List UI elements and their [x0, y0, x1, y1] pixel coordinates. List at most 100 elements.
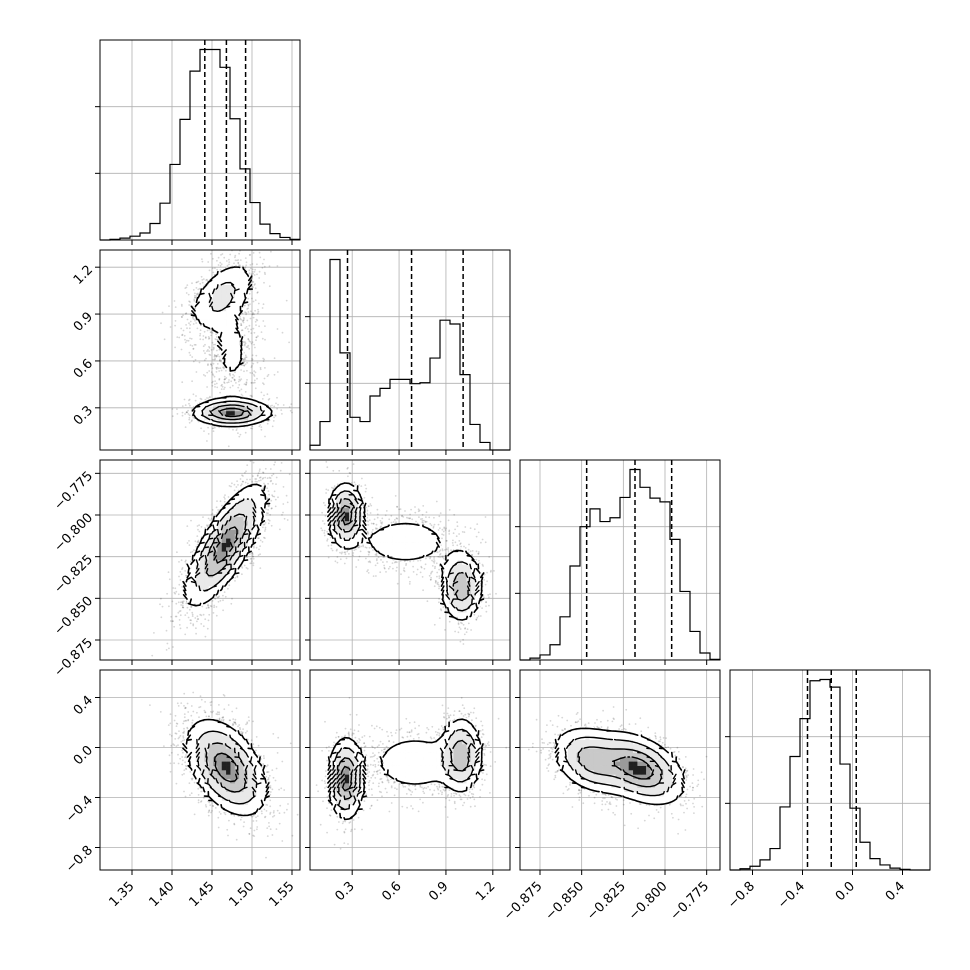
density-cell — [200, 560, 205, 565]
scatter-point — [195, 293, 198, 295]
scatter-point — [241, 474, 243, 477]
scatter-point — [198, 361, 201, 364]
scatter-point — [220, 360, 223, 363]
density-cell — [208, 525, 214, 530]
scatter-point — [202, 338, 205, 341]
density-cell — [234, 525, 240, 530]
scatter-point — [188, 421, 191, 424]
density-cell — [230, 267, 236, 273]
density-cell — [234, 397, 240, 403]
scatter-point — [178, 561, 180, 563]
density-cell — [247, 520, 253, 526]
scatter-point — [238, 264, 240, 267]
scatter-point — [254, 387, 257, 390]
scatter-point — [239, 259, 242, 261]
scatter-point — [223, 256, 226, 259]
scatter-point — [224, 595, 227, 598]
density-cell — [230, 542, 236, 548]
scatter-point — [246, 464, 249, 467]
density-cell — [217, 289, 223, 294]
density-cell — [204, 533, 209, 539]
density-cell — [195, 560, 201, 565]
density-cell — [195, 297, 201, 303]
scatter-point — [193, 343, 196, 346]
scatter-point — [242, 319, 245, 322]
density-cell — [200, 546, 205, 552]
density-cell — [221, 302, 227, 307]
scatter-point — [243, 383, 246, 385]
scatter-point — [195, 322, 198, 324]
scatter-point — [177, 601, 180, 604]
scatter-point — [259, 545, 261, 547]
density-cell — [234, 310, 240, 316]
scatter-point — [206, 525, 209, 528]
scatter-point — [228, 485, 231, 487]
scatter-point — [276, 328, 279, 330]
scatter-point — [248, 269, 251, 272]
scatter-point — [239, 379, 242, 382]
density-cell — [226, 332, 231, 338]
scatter-point — [215, 382, 218, 385]
density-cell — [230, 323, 236, 329]
scatter-point — [263, 383, 265, 386]
scatter-point — [281, 441, 283, 443]
scatter-point — [265, 512, 268, 514]
density-cell — [213, 568, 218, 574]
density-cell — [195, 406, 201, 412]
scatter-point — [191, 611, 194, 614]
scatter-point — [233, 483, 236, 486]
scatter-point — [197, 528, 199, 531]
scatter-point — [241, 573, 243, 576]
density-cell — [243, 542, 249, 548]
scatter-point — [236, 576, 239, 579]
scatter-point — [192, 348, 195, 350]
scatter-point — [271, 482, 274, 485]
density-cell — [186, 581, 192, 587]
scatter-point — [239, 317, 242, 320]
hist-p3-frame — [729, 669, 931, 871]
density-cell — [204, 406, 209, 412]
scatter-point — [273, 405, 276, 408]
scatter-point — [204, 375, 207, 377]
scatter-point — [288, 473, 291, 476]
scatter-point — [270, 242, 272, 244]
density-cell — [226, 271, 231, 277]
scatter-point — [266, 245, 268, 247]
scatter-point — [253, 381, 256, 384]
scatter-point — [279, 469, 282, 472]
scatter-point — [244, 311, 247, 314]
density-cell — [200, 551, 205, 556]
scatter-point — [186, 612, 189, 614]
scatter-point — [253, 370, 256, 372]
scatter-point — [166, 592, 169, 595]
scatter-point — [257, 302, 260, 305]
density-cell — [204, 310, 209, 316]
density-cell — [217, 397, 223, 403]
scatter-point — [206, 278, 208, 281]
scatter-point — [243, 364, 246, 367]
scatter-point — [253, 331, 256, 334]
scatter-point — [192, 323, 195, 325]
scatter-point — [251, 555, 254, 557]
scatter-point — [256, 475, 259, 477]
density-cell — [234, 267, 240, 273]
scatter-point — [281, 514, 283, 516]
density-cell — [256, 520, 262, 526]
density-cell — [226, 419, 231, 425]
scatter-point — [237, 484, 239, 486]
density-cell — [217, 402, 223, 407]
scatter-point — [253, 546, 255, 549]
scatter-point — [262, 360, 265, 362]
scatter-point — [279, 528, 281, 531]
density-cell — [243, 546, 249, 552]
density-cell — [217, 564, 223, 569]
scatter-point — [210, 513, 213, 516]
density-cell — [195, 577, 201, 583]
scatter-point — [197, 618, 200, 620]
density-cell — [260, 415, 266, 420]
scatter-point — [219, 500, 222, 503]
scatter-point — [181, 601, 184, 604]
scatter-point — [262, 477, 265, 479]
scatter-point — [249, 394, 252, 397]
scatter-point — [244, 431, 247, 434]
